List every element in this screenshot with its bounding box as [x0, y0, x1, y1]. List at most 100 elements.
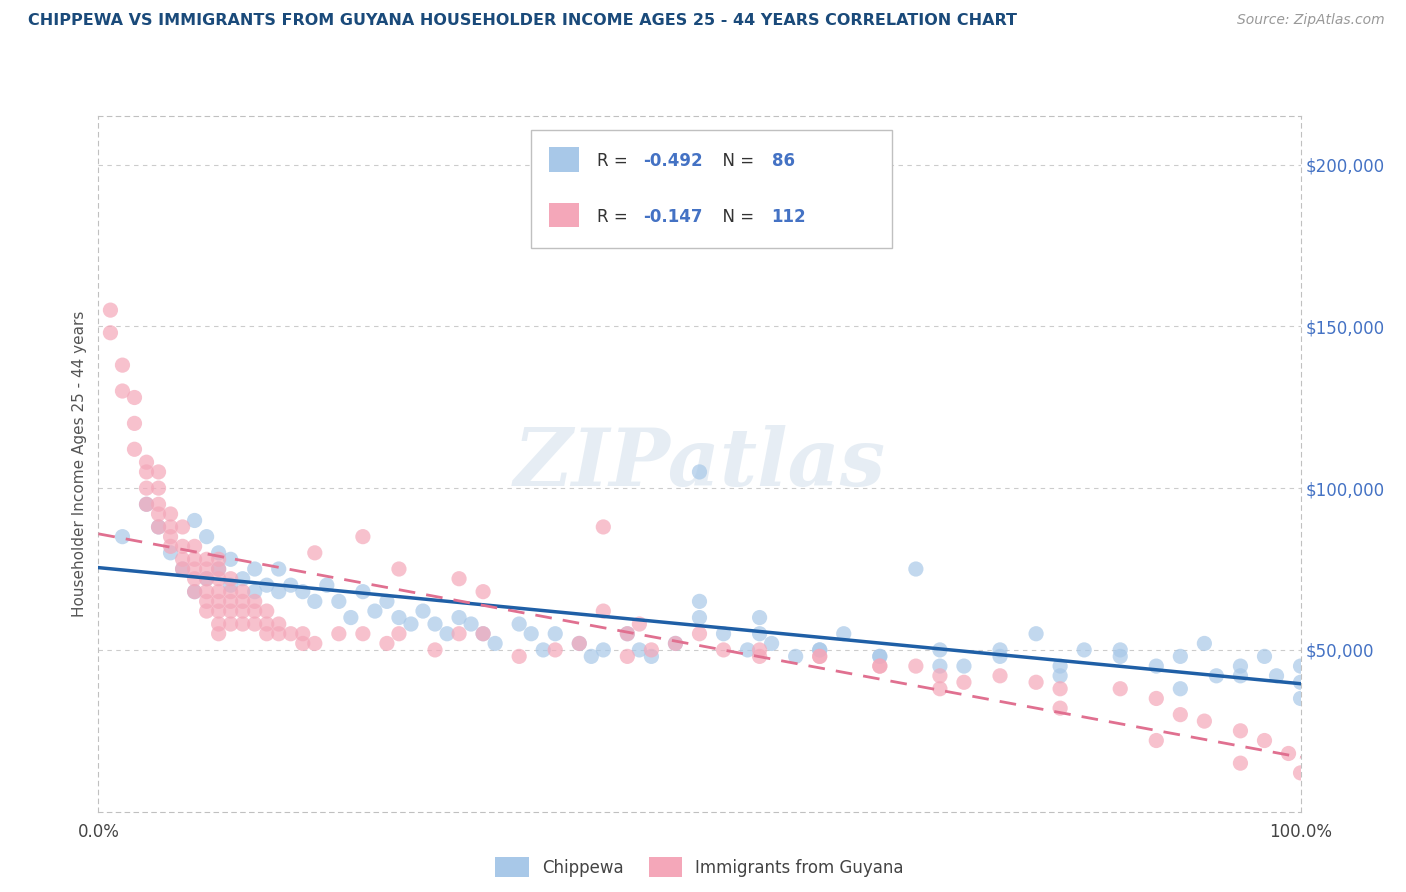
- Point: [148, 481, 170, 495]
- Point: [124, 442, 146, 457]
- Point: [953, 675, 976, 690]
- Point: [232, 584, 254, 599]
- Bar: [531, 130, 891, 248]
- Point: [1109, 681, 1132, 696]
- Point: [1109, 649, 1132, 664]
- Point: [135, 455, 157, 469]
- Point: [581, 649, 603, 664]
- Point: [195, 594, 218, 608]
- Point: [388, 610, 411, 624]
- Point: [183, 572, 205, 586]
- Point: [1253, 649, 1275, 664]
- Point: [183, 513, 205, 527]
- Point: [219, 552, 242, 566]
- Point: [172, 562, 194, 576]
- Point: [1170, 681, 1192, 696]
- Point: [640, 649, 662, 664]
- Bar: [550, 147, 579, 171]
- Point: [304, 636, 326, 650]
- Point: [195, 572, 218, 586]
- Point: [208, 617, 231, 632]
- Point: [208, 562, 231, 576]
- Point: [953, 659, 976, 673]
- Point: [628, 617, 651, 632]
- Text: N =: N =: [711, 153, 759, 170]
- Point: [592, 643, 614, 657]
- Text: R =: R =: [598, 153, 633, 170]
- Point: [208, 562, 231, 576]
- Point: [195, 530, 218, 544]
- Point: [447, 572, 470, 586]
- Point: [219, 617, 242, 632]
- Point: [352, 530, 374, 544]
- Point: [869, 649, 891, 664]
- Point: [148, 520, 170, 534]
- Text: ZIPatlas: ZIPatlas: [513, 425, 886, 502]
- Point: [208, 572, 231, 586]
- Point: [243, 617, 266, 632]
- Point: [267, 626, 290, 640]
- Point: [100, 326, 122, 340]
- Point: [124, 417, 146, 431]
- Point: [1289, 765, 1312, 780]
- Point: [232, 604, 254, 618]
- Point: [352, 626, 374, 640]
- Point: [689, 594, 711, 608]
- Point: [183, 562, 205, 576]
- Point: [159, 540, 181, 554]
- Point: [388, 562, 411, 576]
- Point: [195, 552, 218, 566]
- Point: [1289, 675, 1312, 690]
- Point: [1277, 747, 1299, 761]
- Point: [508, 649, 530, 664]
- Point: [988, 649, 1011, 664]
- Point: [1144, 659, 1167, 673]
- Point: [869, 659, 891, 673]
- Point: [713, 626, 735, 640]
- Point: [1253, 733, 1275, 747]
- Point: [1170, 649, 1192, 664]
- Text: 86: 86: [772, 153, 794, 170]
- Point: [172, 562, 194, 576]
- Point: [1229, 756, 1251, 771]
- Point: [135, 497, 157, 511]
- Text: Source: ZipAtlas.com: Source: ZipAtlas.com: [1237, 13, 1385, 28]
- Point: [472, 626, 495, 640]
- Point: [219, 572, 242, 586]
- Point: [1025, 675, 1047, 690]
- Point: [1289, 691, 1312, 706]
- Point: [748, 626, 770, 640]
- Point: [280, 626, 302, 640]
- Point: [135, 465, 157, 479]
- Point: [460, 617, 482, 632]
- Point: [1194, 714, 1216, 728]
- Point: [928, 659, 950, 673]
- Point: [544, 626, 567, 640]
- Point: [111, 530, 134, 544]
- Point: [340, 610, 363, 624]
- Point: [808, 649, 831, 664]
- Point: [183, 552, 205, 566]
- Point: [832, 626, 855, 640]
- Point: [869, 659, 891, 673]
- Point: [1194, 636, 1216, 650]
- Point: [208, 604, 231, 618]
- Point: [544, 643, 567, 657]
- Point: [208, 594, 231, 608]
- Point: [291, 584, 314, 599]
- Point: [328, 626, 350, 640]
- Point: [1205, 669, 1227, 683]
- Point: [484, 636, 506, 650]
- Point: [172, 520, 194, 534]
- Point: [267, 584, 290, 599]
- Point: [785, 649, 807, 664]
- Point: [988, 669, 1011, 683]
- Point: [423, 643, 446, 657]
- Point: [1289, 659, 1312, 673]
- Point: [508, 617, 530, 632]
- Point: [232, 617, 254, 632]
- Point: [640, 643, 662, 657]
- Point: [267, 562, 290, 576]
- Point: [664, 636, 686, 650]
- Point: [904, 659, 927, 673]
